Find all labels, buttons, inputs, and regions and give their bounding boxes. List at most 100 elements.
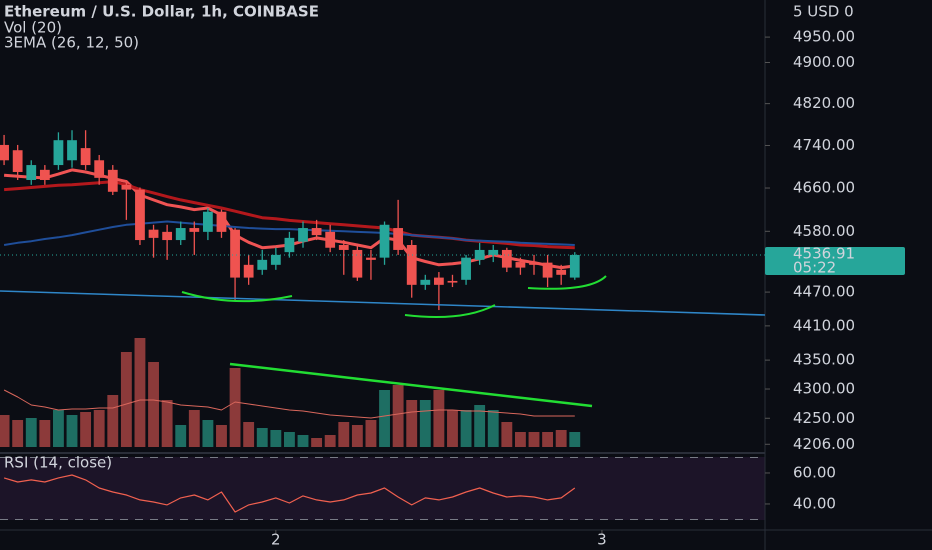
volume-bar	[216, 425, 227, 447]
candle-body	[556, 269, 567, 275]
x-tick-label: 3	[597, 531, 607, 549]
chart-title: Ethereum / U.S. Dollar, 1h, COINBASE	[4, 3, 319, 21]
support-curve	[181, 291, 293, 303]
candle-body	[325, 231, 336, 248]
volume-bar	[338, 422, 350, 447]
volume-bar	[93, 410, 105, 447]
y-tick-label: 4660.00	[793, 179, 855, 197]
candle-body	[26, 165, 37, 180]
candle-body	[175, 228, 186, 241]
volume-bar	[243, 422, 255, 447]
candle-body	[474, 249, 485, 260]
volume-bar	[297, 435, 309, 447]
y-tick-label: 4820.00	[793, 94, 855, 112]
volume-bar	[365, 420, 377, 447]
y-tick-label: 4740.00	[793, 136, 855, 154]
candle-body	[39, 169, 50, 180]
y-tick-label: 4300.00	[793, 380, 855, 398]
volume-bar	[188, 410, 200, 447]
volume-bar	[460, 410, 472, 447]
volume-bar	[107, 395, 119, 447]
candle-body	[311, 228, 322, 236]
y-tick-label: 4470.00	[793, 283, 855, 301]
axis-top-label: 5 USD 0	[793, 3, 854, 21]
volume-bar	[555, 430, 567, 447]
volume-bar	[283, 432, 295, 447]
volume-bar	[379, 390, 390, 447]
candle-body	[352, 249, 363, 278]
last-price-label: 4536.91	[793, 244, 855, 262]
volume-bar	[39, 420, 51, 447]
volume-bar	[419, 400, 431, 447]
volume-bar	[256, 428, 268, 447]
marks: 4950.00 4900.00 4820.00 4740.00 4660.00 4580.…	[0, 28, 905, 549]
candle-body	[270, 254, 281, 265]
volume-bar	[134, 338, 146, 447]
candle-body	[80, 148, 91, 166]
countdown-label: 05:22	[793, 258, 836, 276]
rsi-line	[3, 474, 576, 513]
rsi-legend: RSI (14, close)	[4, 454, 112, 472]
y-tick-label: 4350.00	[793, 351, 855, 369]
candle-body	[447, 280, 458, 283]
volume-bar	[324, 435, 336, 447]
trend-line	[0, 290, 766, 316]
ema-legend: 3EMA (26, 12, 50)	[4, 34, 139, 52]
volume-bar	[501, 422, 513, 447]
candle-body	[515, 262, 526, 268]
volume-bar	[12, 420, 24, 447]
volume-bar	[447, 410, 458, 447]
support-curve	[527, 275, 607, 290]
candle-body	[420, 279, 431, 285]
volume-bar	[569, 432, 581, 447]
volume-ma-line	[3, 389, 575, 419]
candle-body	[0, 144, 9, 161]
volume-bar	[351, 425, 363, 447]
candle-body	[53, 140, 64, 166]
volume-bar	[542, 432, 554, 447]
candle-body	[257, 259, 268, 270]
candle-body	[501, 249, 512, 268]
candle-body	[433, 277, 444, 285]
volume-bar	[161, 400, 173, 447]
volume-bar	[514, 432, 526, 447]
candle-body	[12, 150, 23, 172]
volume-bar	[175, 425, 187, 447]
volume-bar	[487, 410, 499, 447]
y-tick-label: 4206.00	[793, 435, 855, 453]
candle-body	[406, 244, 417, 285]
candle-body	[189, 228, 200, 232]
support-curve	[404, 304, 496, 319]
candle-body	[230, 229, 240, 278]
volume-bar	[229, 368, 241, 447]
volume-bar	[311, 438, 323, 447]
volume-bar	[528, 432, 540, 447]
candle-body	[148, 229, 159, 238]
candle-body	[243, 264, 254, 278]
candle-body	[67, 140, 77, 161]
candle-body	[529, 262, 539, 265]
candle-body	[461, 257, 471, 280]
volume-trend-line	[229, 362, 593, 408]
candle-body	[542, 262, 553, 278]
volume-bar	[52, 410, 64, 447]
rsi-tick-label: 60.00	[793, 463, 836, 481]
volume-bar	[0, 415, 10, 447]
rsi-tick-label: 40.00	[793, 494, 836, 512]
candle-body	[284, 237, 295, 253]
y-tick-label: 4950.00	[793, 28, 855, 46]
volume-bar	[270, 430, 282, 447]
candle-body	[379, 224, 390, 258]
x-tick-label: 2	[271, 531, 281, 549]
volume-bar	[80, 412, 92, 447]
candle-body	[203, 211, 213, 232]
candle-body	[569, 254, 580, 278]
candle-body	[162, 231, 173, 241]
candle-body	[135, 189, 145, 241]
volume-bar	[120, 352, 132, 447]
volume-bar	[148, 362, 159, 447]
volume-bar	[66, 415, 78, 447]
volume-bar	[392, 385, 404, 447]
candle-body	[107, 169, 118, 192]
